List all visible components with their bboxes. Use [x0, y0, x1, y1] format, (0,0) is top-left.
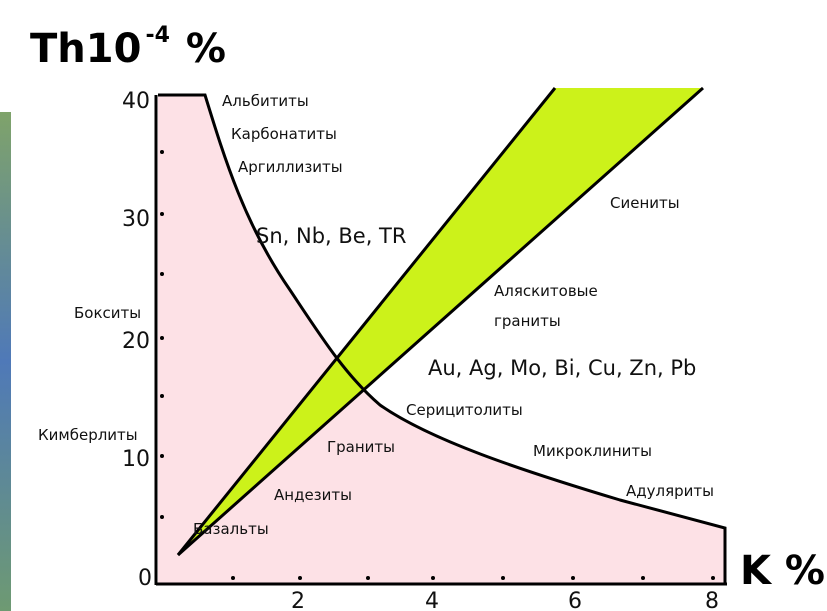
x-axis-label: K %	[740, 548, 825, 594]
label: Аляскитовые	[494, 282, 598, 300]
x-tick-label: 6	[568, 589, 582, 611]
label: Серицитолиты	[406, 401, 523, 419]
y-tick-label: 10	[122, 447, 150, 472]
y-tick-label: 0	[138, 566, 152, 591]
label: Альбититы	[222, 92, 309, 110]
label: Бокситы	[74, 304, 141, 322]
label: Sn, Nb, Be, TR	[256, 224, 406, 248]
y-tick-label: 40	[122, 89, 150, 114]
label: Кимберлиты	[38, 426, 138, 444]
y-tick-label: 20	[122, 329, 150, 354]
x-tick-label: 4	[425, 589, 439, 611]
label: Граниты	[327, 438, 395, 456]
label: Базальты	[193, 520, 269, 538]
y-tick-label: 30	[122, 207, 150, 232]
label: Карбонатиты	[231, 125, 337, 143]
title: Th10-4%	[30, 23, 226, 72]
diagram: Th10-4% 40 30 20 10 0 2 4 6 8 K % Альбит…	[0, 0, 827, 611]
label: Аргиллизиты	[238, 158, 343, 176]
label: Сиениты	[610, 194, 680, 212]
x-tick-label: 8	[705, 589, 719, 611]
side-image	[0, 112, 11, 611]
x-tick-label: 2	[291, 589, 305, 611]
label: Микроклиниты	[533, 442, 652, 460]
label: Андезиты	[274, 486, 352, 504]
label: Адуляриты	[626, 482, 714, 500]
label: граниты	[494, 312, 561, 330]
label: Au, Ag, Mo, Bi, Cu, Zn, Pb	[428, 356, 696, 380]
